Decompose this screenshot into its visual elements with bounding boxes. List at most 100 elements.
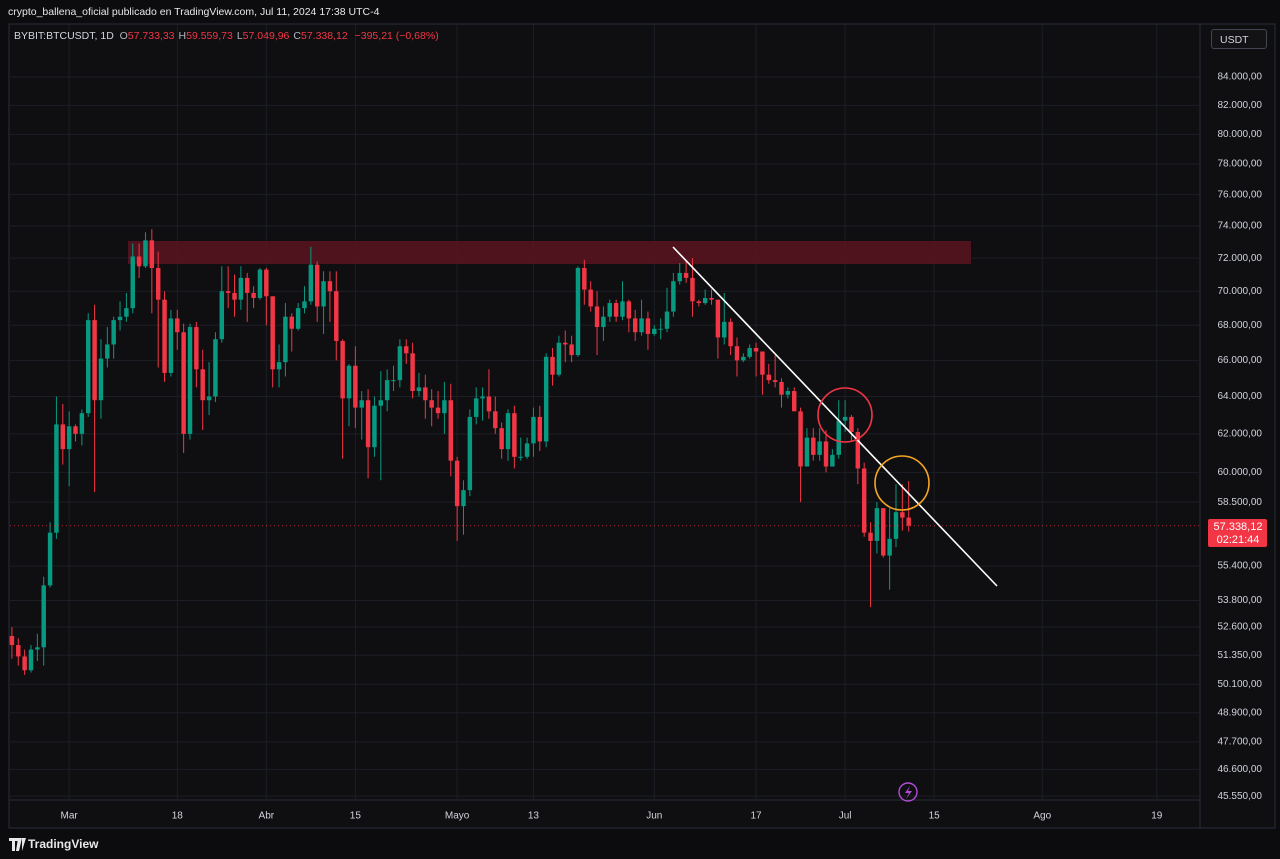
candle-body	[893, 512, 899, 539]
axes: 84.000,00 82.000,00 80.000,00 78.000,00 76.0…	[61, 72, 1263, 822]
candle-body	[397, 346, 403, 381]
candles	[9, 229, 1200, 675]
trend-line	[672, 246, 998, 587]
candle-body	[556, 342, 562, 375]
y-tick-label: 51.350,00	[1218, 650, 1263, 661]
y-tick-label: 50.100,00	[1218, 679, 1263, 690]
y-tick-label: 45.550,00	[1218, 791, 1263, 802]
candle-body	[22, 656, 27, 671]
candle-body	[543, 356, 549, 442]
candle-body	[531, 416, 536, 444]
x-tick-label: 17	[750, 811, 762, 822]
candle-body	[588, 289, 593, 307]
candle-body	[563, 342, 568, 345]
candle-body	[613, 303, 619, 317]
candle-body	[213, 339, 218, 397]
candle-body	[632, 318, 638, 333]
ohlc-key: C	[293, 30, 301, 42]
x-tick-label: 15	[350, 811, 362, 822]
brand-logo	[9, 838, 26, 851]
candle-body	[295, 308, 301, 329]
candle-body	[404, 346, 409, 354]
alert-icon-bolt	[905, 786, 912, 799]
candle-body	[823, 441, 829, 467]
y-tick-label: 70.000,00	[1218, 286, 1263, 297]
candle-body	[270, 296, 275, 370]
candle-body	[276, 362, 282, 370]
candle-body	[747, 347, 752, 357]
candle-body	[454, 460, 460, 507]
x-tick-label: Jul	[839, 811, 852, 822]
candle-body	[906, 517, 911, 526]
candle-body	[728, 321, 733, 347]
candle-body	[340, 340, 345, 399]
candle-body	[16, 645, 21, 657]
candle-body	[505, 413, 511, 450]
candle-body	[734, 346, 740, 361]
candle-body	[41, 585, 46, 648]
y-tick-label: 52.600,00	[1218, 622, 1263, 633]
candle-body	[652, 328, 657, 334]
candle-body	[804, 437, 810, 467]
y-tick-label: 55.400,00	[1218, 561, 1263, 572]
y-tick-label: 46.600,00	[1218, 764, 1263, 775]
candle-body	[410, 353, 415, 392]
candle-body	[677, 272, 682, 282]
candle-body	[448, 400, 453, 461]
y-tick-label: 76.000,00	[1218, 189, 1263, 200]
candle-body	[391, 380, 396, 382]
candle-body	[486, 396, 492, 412]
candle-body	[861, 468, 867, 533]
candle-body	[130, 256, 135, 309]
candle-body	[709, 297, 714, 300]
candle-body	[359, 400, 364, 408]
candle-body	[881, 508, 886, 556]
x-tick-label: 19	[1151, 811, 1163, 822]
resistance-zone	[128, 241, 971, 264]
candle-body	[35, 647, 40, 650]
change: −395,21 (−0,68%)	[354, 30, 439, 42]
candle-body	[874, 508, 880, 541]
candle-body	[582, 267, 587, 290]
candle-body	[645, 318, 651, 334]
candle-body	[143, 240, 148, 267]
alert-icon[interactable]	[898, 782, 918, 802]
highlight-circle	[817, 387, 873, 443]
candle-body	[283, 316, 288, 363]
candle-body	[232, 292, 237, 300]
candle-body	[753, 347, 759, 352]
candle-body	[308, 264, 314, 302]
candle-body	[550, 356, 555, 375]
x-tick-label: Ago	[1033, 811, 1051, 822]
candle-body	[92, 320, 97, 401]
symbol: BYBIT:BTCUSDT, 1D	[14, 30, 114, 42]
candle-body	[334, 291, 339, 341]
candle-body	[760, 351, 765, 375]
candle-body	[238, 277, 244, 300]
candle-body	[149, 240, 155, 268]
candle-body	[378, 400, 384, 406]
symbol-legend: BYBIT:BTCUSDT, 1D O57.733,33 H59.559,73 L5…	[14, 30, 443, 42]
candle-body	[607, 303, 612, 317]
price-tag-price: 57.338,12	[1214, 521, 1263, 533]
price-tag	[1208, 519, 1267, 547]
candle-body	[569, 344, 574, 356]
candle-body	[219, 291, 225, 340]
currency-button[interactable]: USDT	[1211, 29, 1267, 49]
y-tick-label: 60.000,00	[1218, 467, 1263, 478]
candle-body	[251, 292, 256, 298]
candle-body	[811, 437, 816, 455]
ohlc-key: L	[236, 30, 243, 42]
x-tick-label: 15	[929, 811, 941, 822]
candle-body	[461, 490, 466, 507]
y-tick-label: 48.900,00	[1218, 707, 1263, 718]
candle-body	[798, 411, 803, 467]
candle-body	[9, 636, 15, 646]
candle-body	[124, 308, 129, 317]
candle-body	[365, 400, 371, 448]
candle-body	[512, 413, 517, 457]
candle-body	[60, 424, 66, 450]
price-tag-countdown: 02:21:44	[1217, 534, 1260, 546]
candle-body	[117, 316, 123, 321]
y-tick-label: 64.000,00	[1218, 391, 1263, 402]
